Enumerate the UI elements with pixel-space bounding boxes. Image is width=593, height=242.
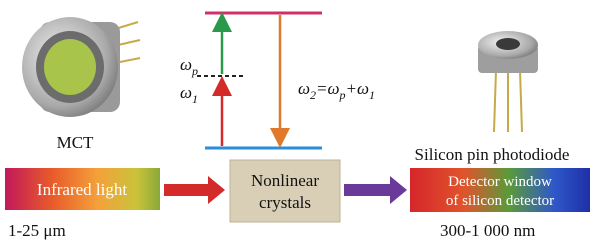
crystal-box [230,160,340,222]
detector-line-2: of silicon detector [446,193,554,209]
photodiode-image [478,31,538,132]
infrared-label: Infrared light [37,180,127,199]
crystal-line-2: crystals [259,193,311,212]
equation-symbol: =ω [316,79,339,98]
equation-symbol: +ω [346,79,369,98]
photodiode-label: Silicon pin photodiode [415,145,570,164]
equation-subscript: 1 [369,88,375,102]
input-range: 1-25 μm [8,221,66,240]
arrow-to-crystal [164,176,225,204]
mct-label: MCT [57,133,94,152]
equation-subscript: p [339,88,346,102]
equation-symbol: ω [298,79,310,98]
omega-p: ωp [180,55,198,78]
omega-1: ω1 [180,83,198,106]
mct-image [22,17,140,117]
equation: ω2=ωp+ω1 [298,79,375,102]
crystal-line-1: Nonlinear [251,171,319,190]
output-range: 300-1 000 nm [440,221,535,240]
diagram: MCT ωp ω1 ω2=ωp+ω1 Silicon pin photodiod… [0,0,593,242]
detector-line-1: Detector window [448,174,552,190]
arrow-to-detector [344,176,407,204]
